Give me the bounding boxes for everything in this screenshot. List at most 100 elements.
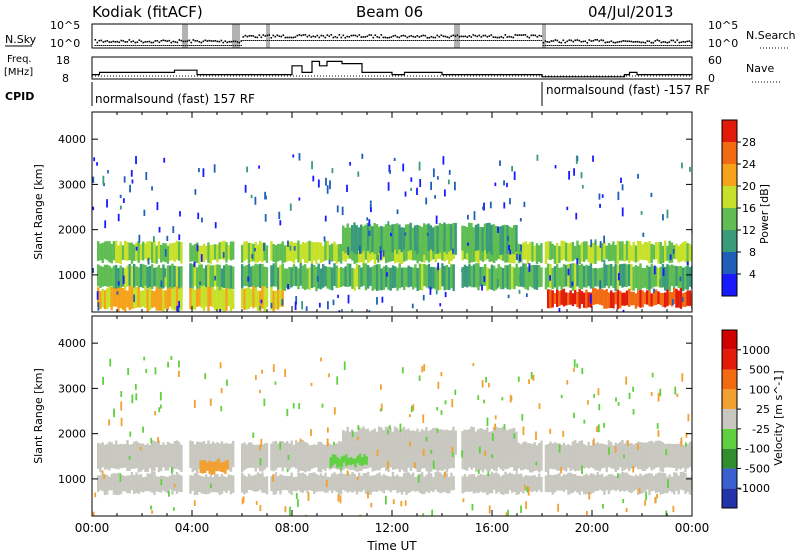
noise-cell [507,509,509,516]
data-cell [103,264,107,287]
nsearch-point [110,45,112,46]
colorbar-swatch [722,164,737,186]
data-cell [504,428,507,455]
data-cell [380,225,383,252]
data-cell [211,441,215,470]
noise-cell [337,294,339,298]
noise-cell [324,277,327,283]
data-cell [220,441,224,472]
noise-cell [343,361,346,371]
data-cell [461,431,464,457]
nsearch-point [364,40,366,41]
noise-cell [393,157,396,162]
data-cell [637,290,640,307]
data-cell [108,240,111,263]
noise-cell [145,368,148,374]
data-cell [106,288,109,310]
data-cell [171,289,174,310]
data-cell [639,240,642,260]
nsearch-point [524,40,526,41]
data-cell [376,264,379,291]
data-cell [225,477,228,493]
nsearch-point [564,45,566,46]
noise-cell [150,505,152,510]
data-cell [162,442,165,468]
data-cell [398,224,401,250]
noise-cell [219,309,222,312]
data-cell [232,475,235,493]
gap-marker [236,24,238,48]
data-cell [511,473,514,493]
nsky-point [506,36,509,38]
data-cell [630,291,633,306]
nsearch-point [200,45,202,46]
data-cell [277,243,280,262]
data-cell [360,224,363,254]
data-cell [171,473,174,495]
nsearch-point [346,40,348,41]
nsearch-point [256,40,258,41]
data-cell [112,241,116,261]
noise-cell [179,211,181,217]
data-cell [319,441,323,473]
noise-cell [279,441,282,450]
noise-cell [520,244,522,252]
noise-cell [376,297,378,305]
data-cell [216,474,219,493]
data-cell [513,225,516,255]
data-cell [225,287,228,311]
nsky-point [684,41,687,43]
data-cell [272,474,275,495]
data-cell [443,243,446,262]
data-cell [108,286,111,308]
data-cell [612,292,615,309]
data-cell [553,266,557,288]
data-cell [137,442,140,473]
data-cell [659,440,662,472]
noise-cell [528,379,530,385]
noise-cell [260,438,263,447]
nsky-point [420,35,423,37]
data-cell [477,243,480,264]
noise-cell [617,473,619,478]
nsky-point [390,36,393,38]
data-cell [475,263,478,288]
data-cell [504,442,507,470]
data-cell [601,243,604,263]
noise-cell [265,195,267,200]
data-cell [337,244,341,262]
data-cell [173,287,176,311]
nsky-point [114,41,117,43]
noise-cell [389,425,391,430]
data-cell [353,222,356,254]
data-cell [430,243,433,261]
data-cell [466,444,469,471]
nsky-point [674,41,677,43]
data-cell [366,428,370,459]
data-cell [535,243,539,265]
nsearch-point [320,40,322,41]
nsearch-point [384,40,386,41]
nsky-point [590,40,593,42]
data-cell [562,474,566,492]
data-cell [569,242,572,262]
nsearch-point [442,40,444,41]
data-cell [324,266,327,287]
nsearch-point [574,45,576,46]
nsky-point [320,34,323,37]
freq-tick-top: 18 [56,54,70,67]
nsearch-point [170,45,172,46]
nsky-point [334,35,337,38]
nsearch-point [430,40,432,41]
nsearch-point [204,45,206,46]
colorbar-tick-label: 100 [749,383,770,396]
colorbar-swatch [722,349,737,370]
data-cell [204,461,207,474]
nsearch-point [334,40,336,41]
data-cell [137,474,140,494]
data-cell [535,445,539,471]
noise-cell [473,211,476,220]
noise-cell [681,162,683,169]
noise-cell [281,299,284,306]
data-cell [128,263,131,286]
